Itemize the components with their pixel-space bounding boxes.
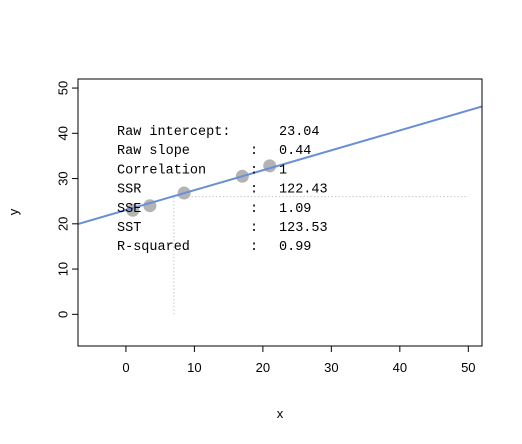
stat-value: 122.43 — [279, 183, 328, 198]
stat-value: 23.04 — [279, 125, 320, 140]
stat-value: 0.44 — [279, 144, 311, 159]
y-tick-label-30: 30 — [56, 171, 71, 185]
x-axis-label: x — [277, 406, 284, 421]
stat-label: Raw intercept: — [117, 125, 230, 140]
stat-value: 1.09 — [279, 202, 311, 217]
y-tick-label-50: 50 — [56, 81, 71, 95]
stat-label: R-squared — [117, 240, 190, 255]
y-tick-label-20: 20 — [56, 217, 71, 231]
stat-label: Correlation — [117, 163, 206, 178]
x-tick-label-20: 20 — [256, 360, 270, 375]
y-tick-label-10: 10 — [56, 262, 71, 276]
stat-label: SSE — [117, 202, 141, 217]
stats-annotation: Raw intercept: 23.04 Raw slope: 0.44 Correla… — [117, 125, 328, 255]
x-tick-label-10: 10 — [187, 360, 201, 375]
stat-label: SSR — [117, 183, 141, 198]
stat-separator: : — [250, 202, 258, 217]
x-tick-label-50: 50 — [461, 360, 475, 375]
regression-line — [78, 105, 482, 225]
x-tick-label-0: 0 — [122, 360, 129, 375]
stat-label: SST — [117, 221, 141, 236]
stat-value: 123.53 — [279, 221, 328, 236]
guide-lines — [173, 196, 469, 315]
regression-line-group — [78, 105, 482, 225]
stat-separator: : — [250, 221, 258, 236]
x-axis: 0 10 20 30 40 50 — [122, 345, 476, 375]
stat-separator: : — [250, 183, 258, 198]
x-tick-label-40: 40 — [393, 360, 407, 375]
stat-value: 1 — [279, 163, 287, 178]
y-tick-label-40: 40 — [56, 126, 71, 140]
stat-label: Raw slope — [117, 144, 190, 159]
stat-separator: : — [250, 240, 258, 255]
y-tick-label-0: 0 — [56, 311, 71, 318]
y-axis: 0 10 20 30 40 50 — [56, 81, 79, 318]
stat-separator: : — [250, 163, 258, 178]
x-tick-label-30: 30 — [324, 360, 338, 375]
y-axis-label: y — [6, 208, 21, 215]
stat-value: 0.99 — [279, 240, 311, 255]
stat-separator: : — [250, 144, 258, 159]
